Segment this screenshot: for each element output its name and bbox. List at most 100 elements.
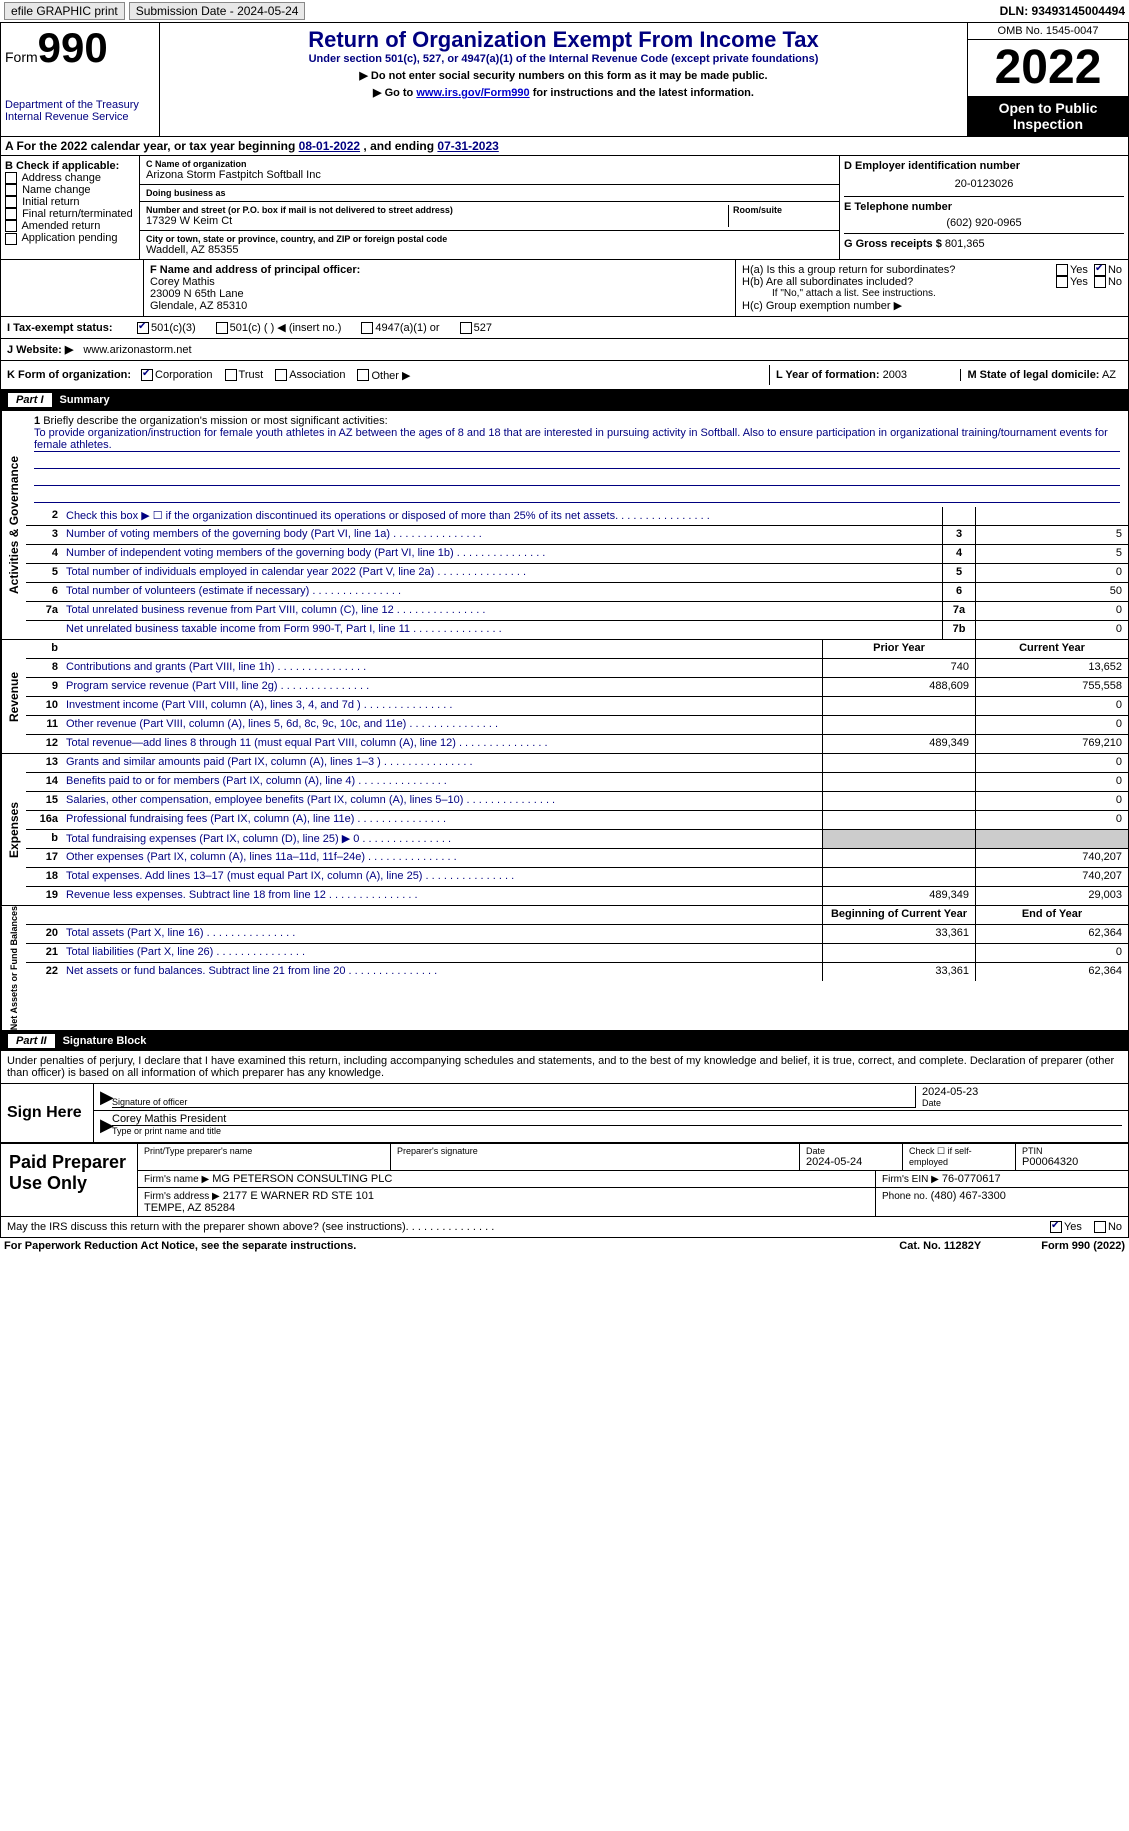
firm-ein: 76-0770617 <box>942 1173 1001 1185</box>
officer-name-title: Corey Mathis President <box>112 1113 1122 1126</box>
website-row: J Website: ▶ www.arizonastorm.net <box>0 339 1129 361</box>
boxb-checkbox[interactable] <box>5 220 17 232</box>
ein-value: 20-0123026 <box>844 172 1124 196</box>
dln-text: DLN: 93493145004494 <box>1000 4 1125 18</box>
summary-row: 3 Number of voting members of the govern… <box>26 526 1128 545</box>
form-org-row: K Form of organization: Corporation Trus… <box>0 361 1129 390</box>
assoc-checkbox[interactable] <box>275 369 287 381</box>
section-a: A For the 2022 calendar year, or tax yea… <box>0 137 1129 156</box>
tax-status-row: I Tax-exempt status: 501(c)(3) 501(c) ( … <box>0 317 1129 339</box>
page-footer: For Paperwork Reduction Act Notice, see … <box>0 1238 1129 1254</box>
summary-row: 17 Other expenses (Part IX, column (A), … <box>26 849 1128 868</box>
corp-checkbox[interactable] <box>141 369 153 381</box>
summary-row: 16a Professional fundraising fees (Part … <box>26 811 1128 830</box>
website-value: www.arizonastorm.net <box>83 344 191 356</box>
501c3-checkbox[interactable] <box>137 322 149 334</box>
501c-checkbox[interactable] <box>216 322 228 334</box>
expenses-block: Expenses 13 Grants and similar amounts p… <box>0 754 1129 906</box>
dept-text: Department of the Treasury Internal Reve… <box>5 99 155 123</box>
sign-date: 2024-05-23 <box>922 1086 1122 1098</box>
irs-link[interactable]: www.irs.gov/Form990 <box>416 87 529 99</box>
hb-yes-checkbox[interactable] <box>1056 276 1068 288</box>
527-checkbox[interactable] <box>460 322 472 334</box>
netassets-tab: Net Assets or Fund Balances <box>1 906 26 1030</box>
summary-row: 9 Program service revenue (Part VIII, li… <box>26 678 1128 697</box>
summary-row: 6 Total number of volunteers (estimate i… <box>26 583 1128 602</box>
summary-row: Net unrelated business taxable income fr… <box>26 621 1128 639</box>
summary-row: 12 Total revenue—add lines 8 through 11 … <box>26 735 1128 753</box>
summary-row: 21 Total liabilities (Part X, line 26) 0 <box>26 944 1128 963</box>
firm-name: MG PETERSON CONSULTING PLC <box>212 1173 392 1185</box>
org-name: Arizona Storm Fastpitch Softball Inc <box>146 169 833 181</box>
boxb-label: Initial return <box>22 196 79 208</box>
summary-row: 13 Grants and similar amounts paid (Part… <box>26 754 1128 773</box>
top-bar: efile GRAPHIC print Submission Date - 20… <box>0 0 1129 23</box>
revenue-block: Revenue b Prior Year Current Year 8 Cont… <box>0 640 1129 754</box>
form-header: Form990 Department of the Treasury Inter… <box>0 23 1129 137</box>
part1-header: Part I Summary <box>0 390 1129 410</box>
box-c: C Name of organization Arizona Storm Fas… <box>140 156 840 259</box>
netassets-block: Net Assets or Fund Balances Beginning of… <box>0 906 1129 1031</box>
discuss-no-checkbox[interactable] <box>1094 1221 1106 1233</box>
summary-row: 4 Number of independent voting members o… <box>26 545 1128 564</box>
boxb-checkbox[interactable] <box>5 233 17 245</box>
boxb-checkbox[interactable] <box>5 172 17 184</box>
ha-no-checkbox[interactable] <box>1094 264 1106 276</box>
summary-row: 15 Salaries, other compensation, employe… <box>26 792 1128 811</box>
discuss-yes-checkbox[interactable] <box>1050 1221 1062 1233</box>
city-state-zip: Waddell, AZ 85355 <box>146 244 833 256</box>
submission-date-button[interactable]: Submission Date - 2024-05-24 <box>129 2 306 20</box>
officer-group-row: F Name and address of principal officer:… <box>0 260 1129 317</box>
boxb-checkbox[interactable] <box>5 208 17 220</box>
boxb-label: Final return/terminated <box>22 208 133 220</box>
open-inspection: Open to Public Inspection <box>968 96 1128 136</box>
summary-row: 14 Benefits paid to or for members (Part… <box>26 773 1128 792</box>
efile-print-button[interactable]: efile GRAPHIC print <box>4 2 125 20</box>
street-address: 17329 W Keim Ct <box>146 215 728 227</box>
box-b: B Check if applicable: Address change Na… <box>1 156 140 259</box>
form-word: Form <box>5 49 38 65</box>
form-title: Return of Organization Exempt From Incom… <box>164 27 963 53</box>
boxb-checkbox[interactable] <box>5 184 17 196</box>
summary-row: 19 Revenue less expenses. Subtract line … <box>26 887 1128 905</box>
year-formation: 2003 <box>883 369 907 381</box>
hb-no-checkbox[interactable] <box>1094 276 1106 288</box>
other-checkbox[interactable] <box>357 369 369 381</box>
boxb-label: Address change <box>21 172 101 184</box>
officer-name: Corey Mathis <box>150 276 729 288</box>
officer-addr2: Glendale, AZ 85310 <box>150 300 729 312</box>
summary-row: 2 Check this box ▶ ☐ if the organization… <box>26 507 1128 526</box>
boxb-label: Name change <box>22 184 91 196</box>
phone-value: (602) 920-0965 <box>844 213 1124 233</box>
4947-checkbox[interactable] <box>361 322 373 334</box>
governance-block: Activities & Governance 1 Briefly descri… <box>0 410 1129 640</box>
gross-receipts: 801,365 <box>945 238 985 250</box>
summary-row: b Total fundraising expenses (Part IX, c… <box>26 830 1128 849</box>
boxb-label: Amended return <box>21 220 100 232</box>
officer-addr1: 23009 N 65th Lane <box>150 288 729 300</box>
expenses-tab: Expenses <box>1 754 26 905</box>
summary-row: 11 Other revenue (Part VIII, column (A),… <box>26 716 1128 735</box>
ha-yes-checkbox[interactable] <box>1056 264 1068 276</box>
revenue-tab: Revenue <box>1 640 26 753</box>
summary-row: 8 Contributions and grants (Part VIII, l… <box>26 659 1128 678</box>
form-number: 990 <box>38 24 108 71</box>
box-d: D Employer identification number 20-0123… <box>840 156 1128 259</box>
subtitle-3: ▶ Go to www.irs.gov/Form990 for instruct… <box>164 86 963 99</box>
subtitle-2: ▶ Do not enter social security numbers o… <box>164 69 963 82</box>
subtitle-1: Under section 501(c), 527, or 4947(a)(1)… <box>164 53 963 65</box>
tax-year: 2022 <box>968 40 1128 96</box>
boxb-checkbox[interactable] <box>5 196 17 208</box>
state-domicile: AZ <box>1102 369 1116 381</box>
header-info-grid: B Check if applicable: Address change Na… <box>0 156 1129 260</box>
omb-number: OMB No. 1545-0047 <box>968 23 1128 40</box>
firm-phone: (480) 467-3300 <box>931 1190 1006 1202</box>
summary-row: 7a Total unrelated business revenue from… <box>26 602 1128 621</box>
summary-row: 18 Total expenses. Add lines 13–17 (must… <box>26 868 1128 887</box>
summary-row: 22 Net assets or fund balances. Subtract… <box>26 963 1128 981</box>
summary-row: 10 Investment income (Part VIII, column … <box>26 697 1128 716</box>
paid-preparer-block: Paid Preparer Use Only Print/Type prepar… <box>0 1143 1129 1217</box>
penalty-text: Under penalties of perjury, I declare th… <box>0 1051 1129 1083</box>
trust-checkbox[interactable] <box>225 369 237 381</box>
summary-row: 20 Total assets (Part X, line 16) 33,361… <box>26 925 1128 944</box>
